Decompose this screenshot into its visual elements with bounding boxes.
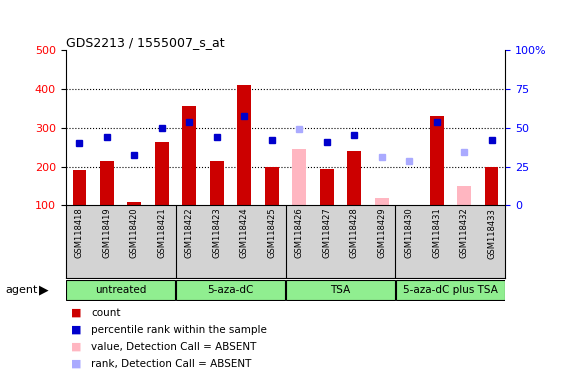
Text: GSM118423: GSM118423 [212,208,222,258]
Text: GSM118433: GSM118433 [487,208,496,258]
Bar [375,198,388,205]
Text: ■: ■ [71,359,82,369]
Text: GSM118430: GSM118430 [405,208,413,258]
Text: GSM118418: GSM118418 [75,208,84,258]
Text: percentile rank within the sample: percentile rank within the sample [91,325,267,335]
Text: agent: agent [6,285,38,295]
Bar [265,167,279,205]
Bar [73,170,86,205]
Text: ■: ■ [71,342,82,352]
Text: GSM118420: GSM118420 [130,208,139,258]
Text: GSM118421: GSM118421 [158,208,166,258]
Text: GSM118425: GSM118425 [267,208,276,258]
Text: GSM118427: GSM118427 [322,208,331,258]
Text: 5-aza-dC plus TSA: 5-aza-dC plus TSA [403,285,498,295]
Bar [320,169,333,205]
Bar [485,167,498,205]
Text: value, Detection Call = ABSENT: value, Detection Call = ABSENT [91,342,257,352]
Text: GDS2213 / 1555007_s_at: GDS2213 / 1555007_s_at [66,36,224,49]
Text: untreated: untreated [95,285,146,295]
FancyBboxPatch shape [66,280,175,300]
Text: GSM118431: GSM118431 [432,208,441,258]
Text: ▶: ▶ [39,284,49,297]
FancyBboxPatch shape [396,280,505,300]
Text: ■: ■ [71,308,82,318]
FancyBboxPatch shape [286,280,395,300]
FancyBboxPatch shape [176,280,285,300]
Bar [100,161,114,205]
Text: GSM118426: GSM118426 [295,208,304,258]
Bar [127,202,141,205]
Text: TSA: TSA [331,285,351,295]
Bar [238,85,251,205]
Text: GSM118432: GSM118432 [460,208,469,258]
Text: GSM118419: GSM118419 [102,208,111,258]
Text: GSM118422: GSM118422 [185,208,194,258]
Text: rank, Detection Call = ABSENT: rank, Detection Call = ABSENT [91,359,252,369]
Text: 5-aza-dC: 5-aza-dC [207,285,254,295]
Bar [155,142,168,205]
Text: GSM118428: GSM118428 [349,208,359,258]
Text: count: count [91,308,121,318]
Text: GSM118429: GSM118429 [377,208,386,258]
Text: GSM118424: GSM118424 [240,208,249,258]
Text: ■: ■ [71,325,82,335]
Bar [210,161,224,205]
Bar [183,106,196,205]
Bar [430,116,444,205]
Bar [347,151,361,205]
Bar [292,149,306,205]
Bar [457,186,471,205]
